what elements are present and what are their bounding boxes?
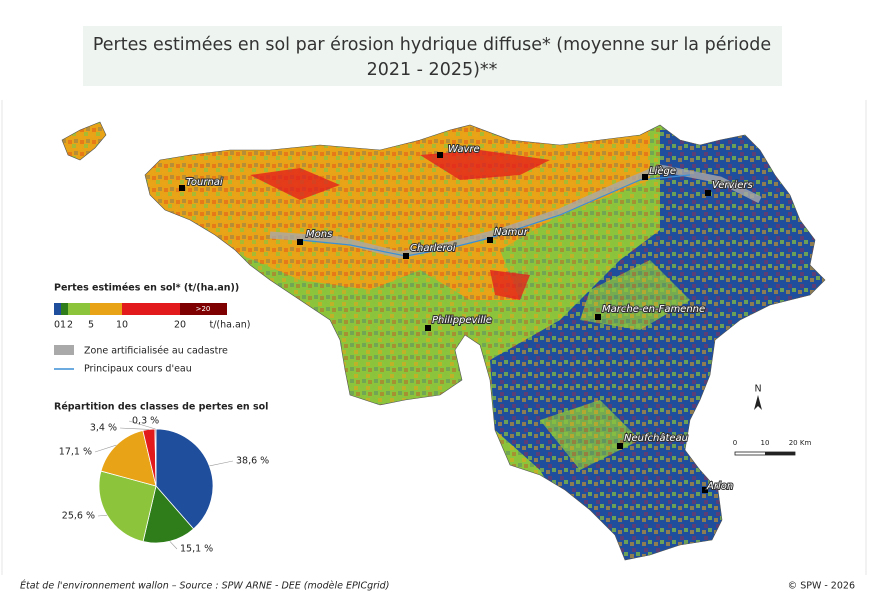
- north-label: N: [754, 384, 761, 395]
- pie-label: 25,6 %: [62, 511, 95, 522]
- legend-swatch: [90, 303, 122, 315]
- legend-title: Pertes estimées en sol* (t/(ha.an)): [54, 283, 239, 294]
- legend-tick-label: 5: [88, 320, 94, 331]
- city-marker: [297, 239, 303, 245]
- city-marker: [403, 253, 409, 259]
- city-label: Neufchâteau: [624, 432, 688, 444]
- north-arrow: [754, 395, 762, 410]
- pie: 38,6 % 15,1 % 25,6 % 17,1 % 3,4 % 0,3 %: [59, 416, 269, 555]
- city-marker: [179, 185, 185, 191]
- urban-band: [269, 164, 762, 259]
- map-zone: [250, 150, 550, 300]
- city-marker: [425, 325, 431, 331]
- city-marker: [642, 174, 648, 180]
- legend-over-label: >20: [196, 305, 211, 313]
- pie-slice: [142, 485, 195, 544]
- city-marker: [487, 237, 493, 243]
- city-label: Tournai: [186, 177, 223, 188]
- title-line: Pertes estimées en sol par érosion hydri…: [93, 35, 771, 55]
- legend-label: Principaux cours d'eau: [84, 364, 192, 375]
- city-label: Mons: [306, 229, 332, 240]
- pie-title: Répartition des classes de pertes en sol: [54, 402, 268, 413]
- legend-unit: t/(ha.an): [209, 320, 250, 331]
- city-label: Philippeville: [432, 315, 492, 326]
- scale-bar: [765, 452, 795, 455]
- legend-tick-label: 20: [174, 320, 186, 331]
- legend-swatch: [61, 303, 68, 315]
- city-label: Charleroi: [410, 243, 456, 254]
- city-label: Marche-en-Famenne: [602, 304, 705, 315]
- legend-tick-label: 2: [67, 320, 73, 331]
- city-label: Namur: [494, 227, 529, 238]
- pie-label: 15,1 %: [180, 544, 213, 555]
- legend-swatch: [68, 303, 90, 315]
- scale-label: 10: [761, 439, 770, 447]
- legend-swatch: [122, 303, 180, 315]
- river: [299, 174, 691, 257]
- city-marker: [437, 152, 443, 158]
- leader-line: [97, 514, 108, 517]
- city-label: Liège: [649, 165, 676, 177]
- city-label: Verviers: [712, 180, 753, 191]
- legend-tick-label: 10: [116, 320, 128, 331]
- pie-label: 3,4 %: [90, 423, 117, 434]
- pie-slice: [100, 430, 157, 487]
- city-label: Wavre: [448, 144, 480, 155]
- pie-slice: [98, 470, 157, 542]
- leader-line: [169, 541, 178, 550]
- copyright: © SPW - 2026: [788, 581, 855, 592]
- pie-label: 38,6 %: [236, 456, 269, 467]
- pie-label: 17,1 %: [59, 447, 92, 458]
- source: État de l'environnement wallon – Source …: [20, 580, 389, 592]
- title-line: 2021 - 2025)**: [367, 60, 498, 80]
- legend: 0 1 2 5 10 20 >20 t/(ha.an) Zone artificialisée …: [54, 303, 251, 375]
- scale-label: 20 Km: [789, 439, 812, 447]
- title-box: [83, 26, 782, 86]
- legend-tick-label: 1: [60, 320, 66, 331]
- leader-line: [94, 444, 117, 453]
- city-marker: [595, 314, 601, 320]
- scale-label: 0: [733, 439, 737, 447]
- legend-swatch: [54, 303, 61, 315]
- cities: Wavre Tournai Liège Verviers Mons Charleroi Na…: [179, 143, 754, 493]
- legend-label: Zone artificialisée au cadastre: [84, 346, 228, 357]
- city-marker: [702, 487, 708, 493]
- city-marker: [617, 443, 623, 449]
- legend-swatch: [54, 345, 74, 355]
- city-label: Arlon: [706, 481, 733, 492]
- city-marker: [705, 190, 711, 196]
- leader-line: [209, 460, 234, 467]
- leader-line: [119, 427, 149, 430]
- leader-line: [128, 420, 156, 430]
- pie-label: 0,3 %: [132, 416, 159, 427]
- legend-tick-label: 0: [54, 320, 60, 331]
- legend-swatch: [180, 303, 227, 315]
